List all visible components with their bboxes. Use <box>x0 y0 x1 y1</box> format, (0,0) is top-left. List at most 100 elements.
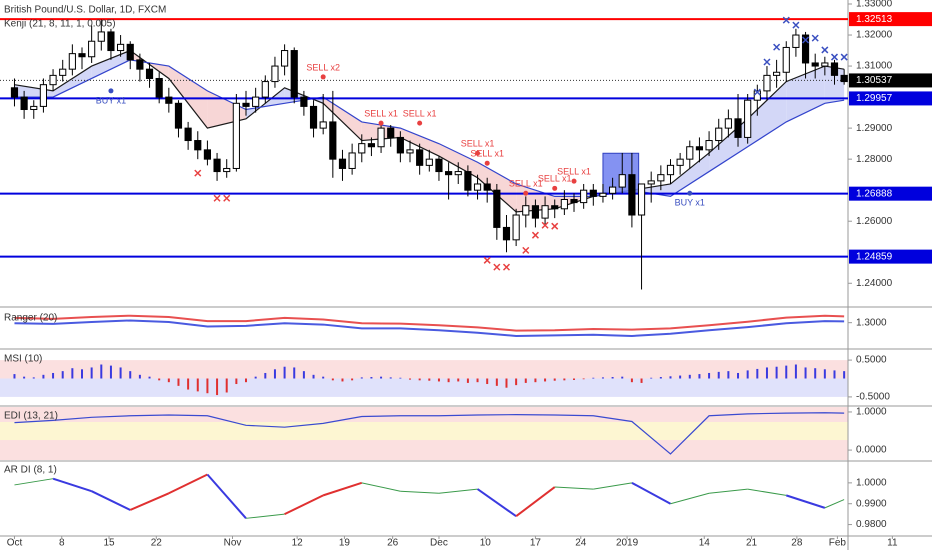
ardi-segment <box>129 492 170 511</box>
candle-body <box>522 205 530 216</box>
candle-body <box>223 167 231 173</box>
candle-body <box>97 31 105 42</box>
indicator-label: Kenji (21, 8, 11, 1, 0.005) <box>4 19 116 30</box>
candle-body <box>435 158 443 173</box>
ardi-segment <box>670 492 710 505</box>
ardi-segment <box>168 473 208 495</box>
ardi-segment <box>593 482 632 490</box>
cross-marker <box>483 256 491 264</box>
y-tick-label: 1.3000 <box>856 317 887 328</box>
msi-bar <box>370 377 373 379</box>
msi-bar <box>756 368 759 379</box>
msi-bar <box>42 374 45 379</box>
x-tick-label: Oct <box>7 538 23 549</box>
candle-body <box>252 96 260 107</box>
candle-body <box>203 149 212 160</box>
msi-top-fill <box>0 360 848 379</box>
msi-bar <box>601 377 604 379</box>
msi-bar <box>90 367 93 379</box>
ardi-segment <box>206 473 247 519</box>
msi-bar <box>235 378 238 385</box>
cross-marker <box>502 263 511 271</box>
candle-body <box>773 71 781 76</box>
candle-body <box>454 171 462 176</box>
ranger-lower <box>14 319 845 337</box>
y-tick-label: -0.5000 <box>856 392 890 403</box>
msi-bar <box>737 372 740 379</box>
chart-title: British Pound/U.S. Dollar, 1D, FXCM <box>4 5 166 16</box>
candle-body <box>512 214 520 241</box>
candle-body <box>194 140 202 151</box>
cross-marker <box>773 43 781 51</box>
candle-body <box>473 183 482 191</box>
msi-bar <box>399 377 402 379</box>
msi-bar <box>418 378 421 381</box>
candle-body <box>637 183 646 216</box>
candle-body <box>416 149 424 166</box>
candle-body <box>10 87 19 98</box>
ardi-segment <box>709 488 748 494</box>
ardi-segment <box>554 486 594 490</box>
x-tick-label: 2019 <box>616 538 639 549</box>
msi-bar <box>61 371 64 379</box>
candle-body <box>88 40 96 58</box>
msi-bar <box>775 366 778 379</box>
msi-bar <box>196 378 199 392</box>
ardi-segment <box>284 494 324 516</box>
msi-bar <box>621 376 624 379</box>
msi-bar <box>322 376 325 379</box>
signal-marker <box>108 88 114 94</box>
msi-bar <box>688 374 691 379</box>
cross-marker <box>753 88 761 96</box>
x-tick-label: 28 <box>791 538 803 549</box>
candle-body <box>155 77 163 98</box>
candle-body <box>271 65 279 83</box>
msi-bar <box>331 378 334 381</box>
ardi-segment <box>14 478 54 486</box>
msi-bar <box>804 367 807 379</box>
msi-bar <box>553 378 556 381</box>
candle-body <box>647 180 655 185</box>
msi-bar <box>823 369 826 379</box>
ardi-segment <box>400 490 439 494</box>
level-label-bg <box>849 12 932 27</box>
band-fill <box>670 152 710 197</box>
candle-body <box>464 171 472 191</box>
msi-bar <box>312 374 315 379</box>
msi-bar <box>630 378 633 383</box>
candle-body <box>599 192 607 197</box>
candle-body <box>589 189 597 197</box>
signal-label: SELL x1 <box>403 109 437 119</box>
candle-body <box>570 198 578 204</box>
msi-bar <box>138 374 141 379</box>
y-tick-label: 1.32000 <box>856 30 893 41</box>
signal-marker <box>378 120 384 126</box>
candle-body <box>744 99 752 138</box>
x-tick-label: 26 <box>387 538 399 549</box>
ardi-segment <box>361 482 401 492</box>
msi-bar <box>283 366 286 379</box>
msi-bar <box>708 372 711 379</box>
msi-bar <box>71 368 74 379</box>
cross-marker <box>811 34 819 42</box>
candle-body <box>68 53 76 70</box>
cross-marker <box>493 263 501 271</box>
msi-bar <box>351 378 354 381</box>
candle-body <box>59 68 67 76</box>
cross-marker <box>792 21 800 29</box>
candle-body <box>676 158 684 166</box>
ardi-segment <box>438 488 478 494</box>
msi-bar <box>206 378 209 394</box>
ardi-segment <box>747 488 787 496</box>
msi-bar <box>293 367 296 379</box>
band-fill <box>53 66 92 98</box>
msi-bar <box>129 371 132 379</box>
msi-bar <box>524 378 527 383</box>
candle-body <box>358 143 366 154</box>
y-tick-label: 0.0000 <box>856 445 887 456</box>
candle-body <box>281 50 289 67</box>
candle-body <box>502 226 511 241</box>
y-tick-label: 1.0000 <box>856 477 887 488</box>
msi-bar <box>81 369 84 379</box>
